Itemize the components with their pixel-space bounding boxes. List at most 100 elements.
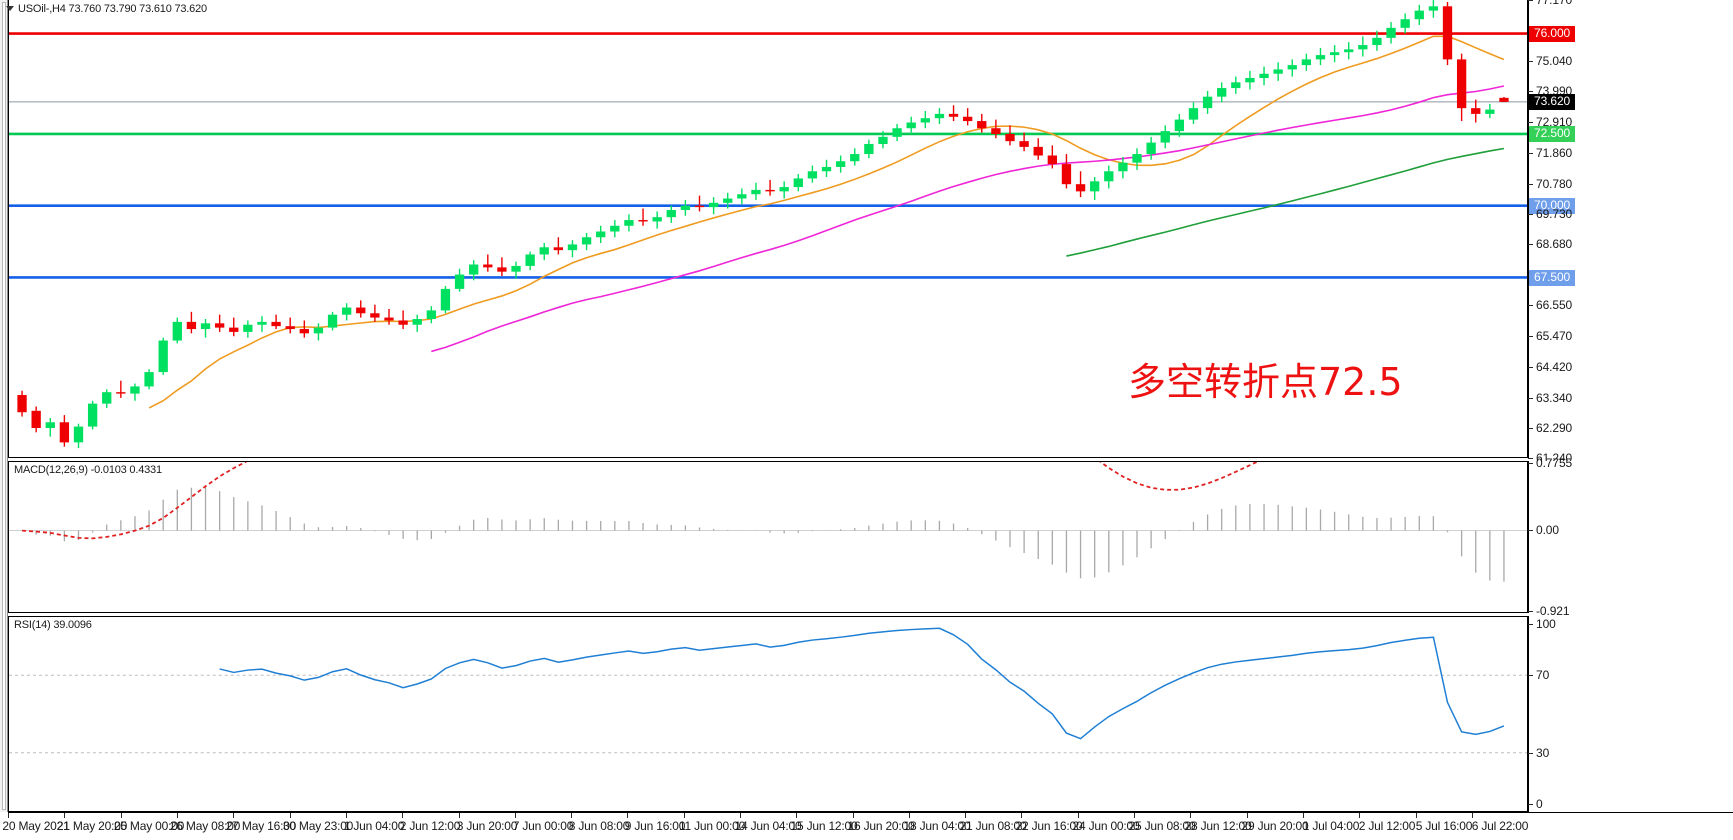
rsi-plot-area[interactable]: [9, 617, 1527, 811]
price-tick: [1528, 213, 1533, 215]
rsi-pane[interactable]: RSI(14) 39.0096: [8, 616, 1528, 812]
price-tick-label: 66.550: [1536, 298, 1573, 313]
time-tick-label: 7 Jun 00:00: [512, 819, 574, 833]
vertical-scroll-rail[interactable]: [0, 0, 8, 812]
rsi-tick: [1528, 753, 1533, 755]
time-tick: [1472, 813, 1473, 818]
current-price-chip: 73.620: [1529, 94, 1576, 111]
macd-plot-area[interactable]: [9, 462, 1527, 612]
time-tick-label: 15 Jun 12:00: [790, 819, 858, 833]
time-tick-label: 1 Jul 04:00: [1302, 819, 1360, 833]
macd-label: MACD(12,26,9) -0.0103 0.4331: [14, 464, 162, 476]
time-tick: [121, 813, 122, 818]
time-tick: [346, 813, 347, 818]
rsi-svg: [9, 627, 1527, 754]
chart-annotation-text: 多空转折点72.5: [1128, 360, 1403, 404]
level-price-chip: 67.500: [1529, 270, 1576, 287]
macd-tick: [1528, 530, 1533, 532]
time-tick-label: 6 Jul 22:00: [1471, 819, 1529, 833]
time-tick: [233, 813, 234, 818]
price-tick: [1528, 397, 1533, 399]
price-tick-label: 71.860: [1536, 145, 1573, 160]
level-price-chip: 76.000: [1529, 25, 1576, 42]
time-tick-label: 27 May 16:00: [225, 819, 297, 833]
time-tick: [402, 813, 403, 818]
time-tick-label: 20 May 2021: [2, 819, 70, 833]
time-tick-label: 16 Jun 20:00: [847, 819, 915, 833]
macd-tick: [1528, 611, 1533, 612]
price-tick-label: 63.340: [1536, 390, 1573, 405]
rsi-scale-axis: [1528, 616, 1529, 812]
price-plot-area[interactable]: [9, 0, 1527, 457]
price-candles-svg: [9, 0, 1527, 449]
time-tick-label: 3 Jun 20:00: [456, 819, 518, 833]
price-tick: [1528, 336, 1533, 338]
macd-tick-label: 0.7755: [1536, 456, 1573, 470]
time-tick-label: 25 Jun 08:00: [1128, 819, 1196, 833]
time-tick: [1359, 813, 1360, 818]
time-tick: [1303, 813, 1304, 818]
price-tick-label: 69.730: [1536, 206, 1573, 221]
time-tick: [740, 813, 741, 818]
chevron-down-icon[interactable]: [6, 6, 14, 11]
time-tick: [290, 813, 291, 818]
rsi-tick-label: 70: [1536, 667, 1550, 682]
time-tick: [177, 813, 178, 818]
time-tick-label: 11 Jun 00:00: [678, 819, 746, 833]
time-tick-label: 26 May 08:00: [169, 819, 241, 833]
price-tick: [1528, 458, 1533, 459]
macd-scale[interactable]: 0.7755 0.00 -0.921: [1528, 456, 1733, 618]
time-tick-label: 25 May 00:00: [113, 819, 185, 833]
price-tick: [1528, 122, 1533, 124]
macd-scale-axis: [1528, 461, 1529, 613]
time-tick: [1078, 813, 1079, 818]
price-scale[interactable]: 77.170 76.000 75.040 73.990 73.620 72.910 72.5…: [1528, 0, 1733, 465]
price-tick: [1528, 244, 1533, 246]
rsi-tick: [1528, 804, 1533, 805]
time-tick: [1021, 813, 1022, 818]
price-tick: [1528, 61, 1533, 63]
price-tick-label: 64.420: [1536, 359, 1573, 374]
macd-tick-label: -0.921: [1536, 604, 1570, 618]
time-tick-label: 21 May 20:00: [56, 819, 128, 833]
time-tick: [909, 813, 910, 818]
time-tick: [8, 813, 9, 818]
time-tick: [1247, 813, 1248, 818]
rsi-tick-label: 100: [1536, 617, 1556, 631]
macd-pane[interactable]: MACD(12,26,9) -0.0103 0.4331: [8, 461, 1528, 613]
time-axis[interactable]: 20 May 2021 21 May 20:00 25 May 00:00 26 Ma…: [2, 812, 1529, 840]
price-tick: [1528, 152, 1533, 154]
price-tick: [1528, 0, 1533, 1]
time-tick: [684, 813, 685, 818]
level-price-chip: 72.500: [1529, 126, 1576, 143]
price-tick-label: 70.780: [1536, 176, 1573, 191]
macd-tick: [1528, 463, 1533, 464]
time-tick-label: 29 Jun 20:00: [1241, 819, 1309, 833]
macd-tick-label: 0.00: [1536, 523, 1559, 538]
price-tick: [1528, 305, 1533, 307]
time-tick: [853, 813, 854, 818]
price-tick-label: 75.040: [1536, 54, 1573, 69]
time-tick-label: 21 Jun 08:00: [959, 819, 1027, 833]
time-tick-label: 2 Jul 12:00: [1358, 819, 1416, 833]
time-tick: [64, 813, 65, 818]
time-tick: [571, 813, 572, 818]
time-tick-label: 5 Jul 16:00: [1415, 819, 1473, 833]
price-tick: [1528, 366, 1533, 368]
time-tick-label: 18 Jun 04:00: [903, 819, 971, 833]
time-tick-label: 8 Jun 08:00: [568, 819, 630, 833]
price-tick: [1528, 427, 1533, 429]
time-tick-label: 14 Jun 04:00: [734, 819, 802, 833]
time-tick: [796, 813, 797, 818]
rsi-scale[interactable]: 100 70 30 0: [1528, 616, 1733, 812]
price-tick-label: 62.290: [1536, 420, 1573, 435]
rsi-tick-label: 0: [1536, 797, 1543, 811]
scroll-thumb[interactable]: [2, 2, 6, 810]
price-tick-label: 65.470: [1536, 329, 1573, 344]
level-price-chip: 70.000: [1529, 198, 1576, 215]
price-tick-label: 77.170: [1536, 0, 1573, 7]
price-chart-pane[interactable]: [8, 0, 1528, 458]
macd-svg: [9, 462, 1527, 582]
price-tick-label: 72.910: [1536, 115, 1573, 130]
